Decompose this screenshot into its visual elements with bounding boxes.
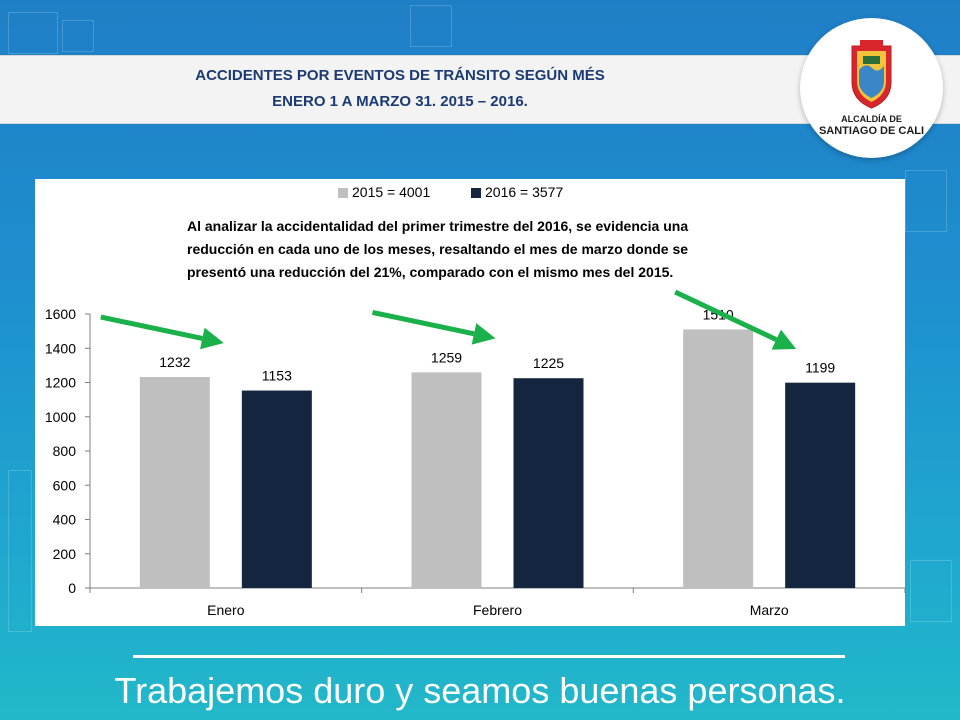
page-title-line2: ENERO 1 A MARZO 31. 2015 – 2016.	[272, 93, 528, 110]
decorative-square	[910, 560, 952, 622]
y-tick-label: 0	[68, 580, 76, 596]
coat-of-arms-icon	[851, 40, 892, 109]
footer-slogan: Trabajemos duro y seamos buenas personas…	[114, 670, 846, 711]
trend-arrow-head	[771, 329, 797, 350]
city-logo: ALCALDÍA DE SANTIAGO DE CALI	[800, 18, 943, 158]
annotation-line: Al analizar la accidentalidad del primer…	[187, 218, 688, 234]
chart-annotation: Al analizar la accidentalidad del primer…	[187, 218, 688, 280]
y-tick-label: 800	[53, 443, 77, 459]
legend-swatch	[338, 188, 348, 198]
decorative-square	[62, 20, 94, 52]
annotation-line: reducción en cada uno de los meses, resa…	[187, 241, 688, 257]
bar	[139, 377, 210, 588]
decorative-square	[8, 470, 32, 632]
logo-line1: ALCALDÍA DE	[841, 114, 902, 124]
y-tick-label: 1600	[45, 306, 76, 322]
decorative-square	[905, 170, 947, 232]
annotation-line: presentó una reducción del 21%, comparad…	[187, 264, 673, 280]
bar	[513, 378, 584, 588]
data-label: 1225	[533, 355, 564, 371]
trend-arrow-head	[200, 327, 224, 350]
trend-arrow-shaft	[371, 309, 475, 337]
legend-label: 2015 = 4001	[352, 184, 430, 200]
bar	[683, 329, 754, 588]
bar	[241, 390, 312, 588]
trend-arrow-head	[471, 323, 496, 345]
bar-chart: 2015 = 4001 2016 = 3577 Al analizar la ac…	[45, 184, 905, 618]
y-tick-label: 1000	[45, 409, 76, 425]
chart-arrows	[100, 289, 797, 350]
y-tick-label: 1400	[45, 340, 76, 356]
y-tick-label: 1200	[45, 375, 76, 391]
y-tick-label: 200	[53, 546, 77, 562]
decorative-square	[8, 12, 58, 54]
data-label: 1259	[431, 349, 462, 365]
footer-divider	[133, 655, 845, 658]
x-tick-label: Febrero	[473, 602, 522, 618]
data-label: 1199	[805, 360, 835, 376]
chart-axes: 0 200 400 600 800 1000 1200 1400 1600 Enero Febrer…	[45, 306, 905, 618]
chart-legend: 2015 = 4001 2016 = 3577	[338, 184, 563, 200]
legend-swatch	[471, 188, 481, 198]
y-tick-label: 400	[53, 512, 77, 528]
legend-label: 2016 = 3577	[485, 184, 563, 200]
chart-bars	[139, 329, 856, 588]
trend-arrow-shaft	[674, 289, 778, 342]
chart-panel: 2015 = 4001 2016 = 3577 Al analizar la ac…	[35, 179, 905, 626]
bar	[411, 372, 482, 588]
y-tick-label: 600	[53, 477, 77, 493]
bar	[785, 382, 856, 588]
data-label: 1153	[262, 368, 292, 384]
x-tick-label: Enero	[207, 602, 245, 618]
data-label: 1232	[159, 354, 190, 370]
logo-line2: SANTIAGO DE CALI	[818, 125, 925, 137]
page-title-line1: ACCIDENTES POR EVENTOS DE TRÁNSITO SEGÚN…	[195, 67, 605, 84]
trend-arrow-shaft	[100, 314, 203, 341]
x-tick-label: Marzo	[750, 602, 789, 618]
decorative-square	[410, 5, 452, 47]
